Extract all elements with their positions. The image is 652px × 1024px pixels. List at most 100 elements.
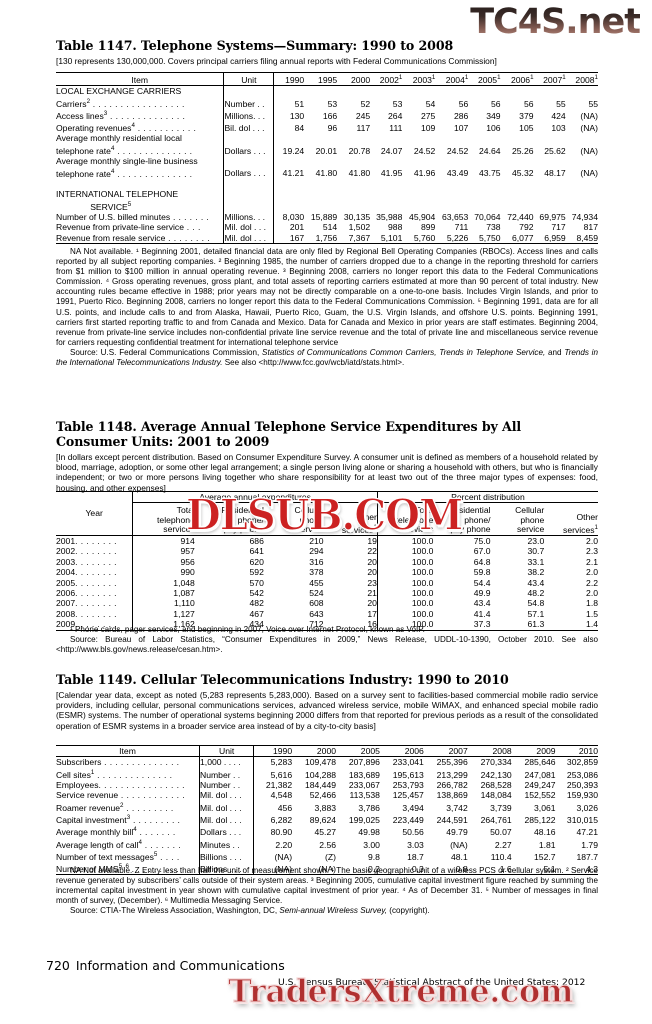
table-spacer-row [56,178,598,190]
table-row: Service revenue . . . . . . . . . . . .M… [56,790,598,801]
col-year-2004: 20041 [445,74,469,85]
table-1148-source: Source: Bureau of Labor Statistics, “Con… [56,635,598,655]
row-label: telephone rate [56,168,111,179]
row-label: Operating revenues [56,123,132,134]
table-1147-footnotes-block: NA Not available. ¹ Beginning 2001, deta… [56,247,598,368]
table-row: Number of U.S. billed minutes . . . . . … [56,211,598,223]
col-year-2003: 20031 [412,74,436,85]
table-row: 2005. . . . . . . . 1,048 570 455 23 100.0 54.… [56,577,598,589]
subcol-pct-cellular: Cellular phone service [515,505,545,535]
table-1149-footnotes-block: NA Not available. Z Entry less than half… [56,866,598,916]
col-year-2008: 2008 [492,746,512,756]
group-header-average: Average annual expenditures [132,491,378,504]
row-label: Average monthly residential local [56,133,182,144]
table-1147-footnotes: NA Not available. ¹ Beginning 2001, deta… [56,247,598,347]
table-row: Average length of call4 . . . . . . . Min… [56,837,598,850]
table-1148-title: Table 1148. Average Annual Telephone Ser… [56,419,522,449]
col-unit: Unit [199,745,254,757]
table-1149-title: Table 1149. Cellular Telecommunications … [56,672,509,687]
row-label: Revenue from private-line service [56,222,185,233]
table-1147-container: Item Unit 1990 1995 2000 20021 20031 200… [56,72,598,244]
row-label: Cell sites [56,769,91,780]
table-row: Access lines3 . . . . . . . . . . . . . … [56,108,598,122]
table-1148-body: 2001. . . . . . . . 914 686 210 19 100.0 75.0 2… [56,535,598,631]
table-row: Subscribers . . . . . . . . . . . . . .1… [56,756,598,768]
row-label: telephone rate [56,145,111,156]
row-unit: Number . . [223,96,274,109]
row-label: Service revenue [56,790,119,801]
row-unit: Millions. . . [223,108,274,122]
table-1148-footnote-1: ¹ Phone cards, pager services, and begin… [70,625,425,634]
row-label: Employees [56,780,99,791]
table-1147: Item Unit 1990 1995 2000 20021 20031 200… [56,72,598,244]
row-label: Carriers [56,98,87,109]
table-row: Employees. . . . . . . . . . . . . . . .… [56,780,598,791]
table-1149-body: Subscribers . . . . . . . . . . . . . .1… [56,756,598,875]
table-1147-header-row: Item Unit 1990 1995 2000 20021 20031 200… [56,72,598,86]
table-1148-container: Year Average annual expenditures Percent… [56,491,598,631]
table-row: 2003. . . . . . . . 956 620 316 20 100.0 64.8 3… [56,556,598,568]
subcol-avg-cellular: Cellular phone service [294,505,324,535]
col-year-1990: 1990 [273,72,305,86]
row-label: Number of MMS [56,864,119,875]
table-row: Number of MMS5, 6 . . . . . . . . . Billi… [56,862,598,875]
row-label: Number of U.S. billed minutes [56,211,171,222]
col-year-2006: 20061 [510,74,534,85]
row-label: Capital investment [56,815,127,826]
subcol-avg-residential: Residential phone/pay phone [221,505,264,535]
table-row: telephone rate4 . . . . . . . . . . . . … [56,143,598,157]
table-row: 2009. . . . . . . . 1,162 434 712 16 100.0 37.… [56,619,598,631]
row-label: Revenue from resale service [56,232,166,243]
table-1147-headnote: [130 represents 130,000,000. Covers prin… [56,56,497,66]
page-footer-source: U.S. Census Bureau, Statistical Abstract… [278,977,586,988]
table-1147-source: Source: U.S. Federal Communications Comm… [56,347,598,368]
table-row: 2002. . . . . . . . 957 641 294 22 100.0 67.0 3… [56,546,598,557]
section-name: Information and Communications [75,958,285,973]
table-row: 2008. . . . . . . . 1,127 467 643 17 100.0 41.… [56,608,598,620]
table-row-section-local: LOCAL EXCHANGE CARRIERS [56,85,598,97]
col-year-2000: 2000 [316,746,337,756]
row-label: Subscribers [56,757,102,768]
subcol-pct-total: Total telephone services [376,502,434,536]
table-1147-title: Table 1147. Telephone Systems—Summary: 1… [56,38,454,53]
table-row-section-intl: INTERNATIONAL TELEPHONE [56,189,598,200]
row-unit: Mil. dol . . . [223,222,274,233]
table-row-wrap: Average monthly single-line business [56,156,598,167]
row-label: Roamer revenue [56,802,121,813]
table-row: Revenue from resale service . . . . . . … [56,232,598,244]
table-row: 2007. . . . . . . . 1,110 482 608 20 100.0 43.… [56,598,598,609]
col-year: Year [85,508,103,519]
table-1148-group-header-row: Year Average annual expenditures Percent… [56,491,598,518]
table-row: 2001. . . . . . . . 914 686 210 19 100.0 75.0 2… [56,535,598,547]
table-row: Capital investment3 . . . . . . . . . Mil… [56,813,598,826]
row-label: Number of text messages [56,851,154,862]
table-1149-footnotes: NA Not available. Z Entry less than half… [56,866,598,906]
table-1149-headnote: [Calendar year data, except as noted (5,… [56,690,598,731]
table-1149: Item Unit 1990 2000 2005 2006 2007 2008 … [56,745,598,875]
subcol-avg-total: Total telephone services [132,502,195,536]
row-label: Average length of call [56,839,139,850]
table-row-wrap: Average monthly residential local [56,133,598,144]
watermark-tradersxtreme: TradersXtreme.com [227,971,574,1010]
table-1148-footnotes-block: ¹ Phone cards, pager services, and begin… [56,625,598,655]
row-unit: Bil. dol . . . [223,121,274,134]
section-header-intl-line1: INTERNATIONAL TELEPHONE [56,189,179,200]
group-header-percent: Percent distribution [376,491,598,504]
row-label: Average monthly bill [56,827,134,838]
col-year-2008: 20081 [575,74,598,85]
section-header-intl-line2: SERVICE [90,201,128,212]
row-unit: Dollars . . . [223,166,274,179]
row-unit: Millions. . . [223,211,274,223]
table-row-section-intl2: SERVICE5 [56,199,598,212]
table-row: Roamer revenue2 . . . . . . . . . Mil. do… [56,800,598,814]
col-unit: Unit [223,72,274,86]
subcol-pct-residential: Residential phone/pay phone [448,505,491,535]
col-year-2007: 2007 [448,746,468,756]
page-number: 720 [46,958,70,973]
col-year-1995: 1995 [318,74,338,85]
table-row: Operating revenues4 . . . . . . . . . . … [56,121,598,134]
table-row: 2004. . . . . . . . 990 592 378 20 100.0 59.8 3… [56,567,598,578]
row-unit: Mil. dol . . . [223,232,274,244]
table-row: telephone rate4 . . . . . . . . . . . . … [56,166,598,179]
